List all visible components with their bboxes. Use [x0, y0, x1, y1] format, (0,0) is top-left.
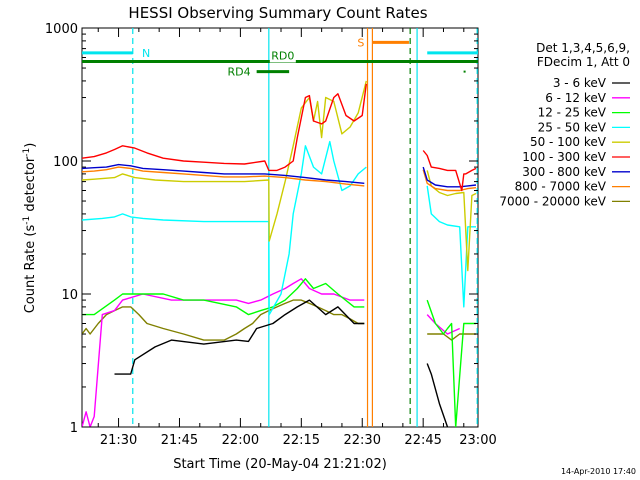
series-line-12-25-kev: [82, 278, 365, 316]
y-tick-label: 1000: [45, 22, 78, 37]
series-line-7000-20000-kev: [82, 299, 365, 341]
legend-label: 50 - 100 keV: [530, 135, 607, 149]
legend-label: 7000 - 20000 keV: [499, 194, 606, 208]
x-tick-label: 21:45: [161, 433, 198, 448]
x-tick-label: 22:45: [404, 433, 441, 448]
series-line-12-25-kev-late: [426, 299, 476, 427]
state-label-rd0: RD0: [271, 49, 294, 62]
timestamp: 14-Apr-2010 17:40: [561, 467, 636, 476]
legend: Det 1,3,4,5,6,9, FDecim 1, Att 0 3 - 6 k…: [499, 41, 630, 208]
legend-label: 300 - 800 keV: [522, 165, 606, 179]
y-axis-label: Count Rate (s-1 detector-1): [22, 143, 38, 314]
series-line-3-6-kev: [114, 299, 365, 375]
x-axis-label: Start Time (20-May-04 21:21:02): [173, 457, 387, 472]
series-line-800-7000-kev: [82, 166, 365, 187]
series-line-50-100-kev: [82, 80, 367, 242]
legend-label: 3 - 6 keV: [553, 76, 607, 90]
y-tick-label: 1: [70, 421, 78, 436]
x-tick-label: 23:00: [459, 433, 496, 448]
series-line-3-6-kev-late: [426, 363, 449, 427]
legend-label: 25 - 50 keV: [538, 120, 607, 134]
y-tick-label: 100: [53, 155, 78, 170]
series-line-6-12-kev: [82, 278, 365, 427]
series-line-300-800-kev-late: [422, 166, 477, 188]
x-tick-label: 21:30: [100, 433, 137, 448]
state-label-bg: [139, 46, 153, 60]
x-tick-label: 22:15: [283, 433, 320, 448]
series-line-100-300-kev-late: [422, 150, 477, 192]
state-label-n: N: [142, 47, 150, 60]
y-tick-label: 10: [61, 288, 78, 303]
series-line-25-50-kev-late: [426, 185, 476, 308]
x-tick-label: 22:30: [344, 433, 381, 448]
series-line-100-300-kev: [82, 83, 367, 172]
legend-label: 12 - 25 keV: [538, 106, 607, 120]
state-marker: [463, 70, 466, 73]
state-label-bg: [269, 49, 296, 63]
x-tick-label: 22:00: [222, 433, 259, 448]
series-line-800-7000-kev-late: [422, 169, 477, 192]
chart-title: HESSI Observing Summary Count Rates: [128, 4, 427, 22]
state-label-s: S: [357, 36, 364, 49]
legend-label: 800 - 7000 keV: [515, 180, 607, 194]
state-label-rd4: RD4: [228, 66, 251, 79]
legend-label: 6 - 12 keV: [545, 91, 607, 105]
plot-frame: [81, 27, 479, 428]
legend-header-line-2: FDecim 1, Att 0: [537, 55, 630, 69]
legend-label: 100 - 300 keV: [522, 150, 606, 164]
series-line-6-12-kev-late: [426, 314, 460, 335]
series-line-25-50-kev: [82, 140, 367, 316]
legend-header-line-1: Det 1,3,4,5,6,9,: [536, 41, 630, 55]
series-line-300-800-kev: [82, 163, 365, 184]
